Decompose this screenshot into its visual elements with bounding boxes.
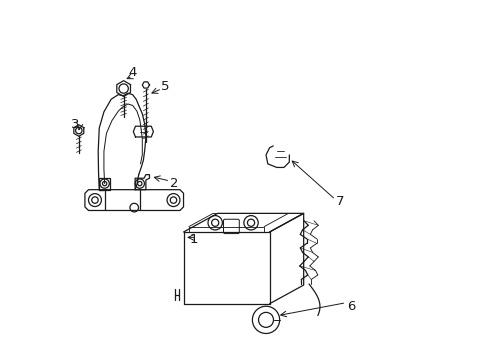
Text: 5: 5: [161, 80, 169, 93]
Text: 1: 1: [189, 233, 198, 246]
Text: 6: 6: [346, 300, 355, 313]
Text: 4: 4: [128, 66, 137, 79]
Text: 3: 3: [71, 118, 80, 131]
Text: 2: 2: [170, 177, 179, 190]
Text: 7: 7: [336, 195, 344, 208]
